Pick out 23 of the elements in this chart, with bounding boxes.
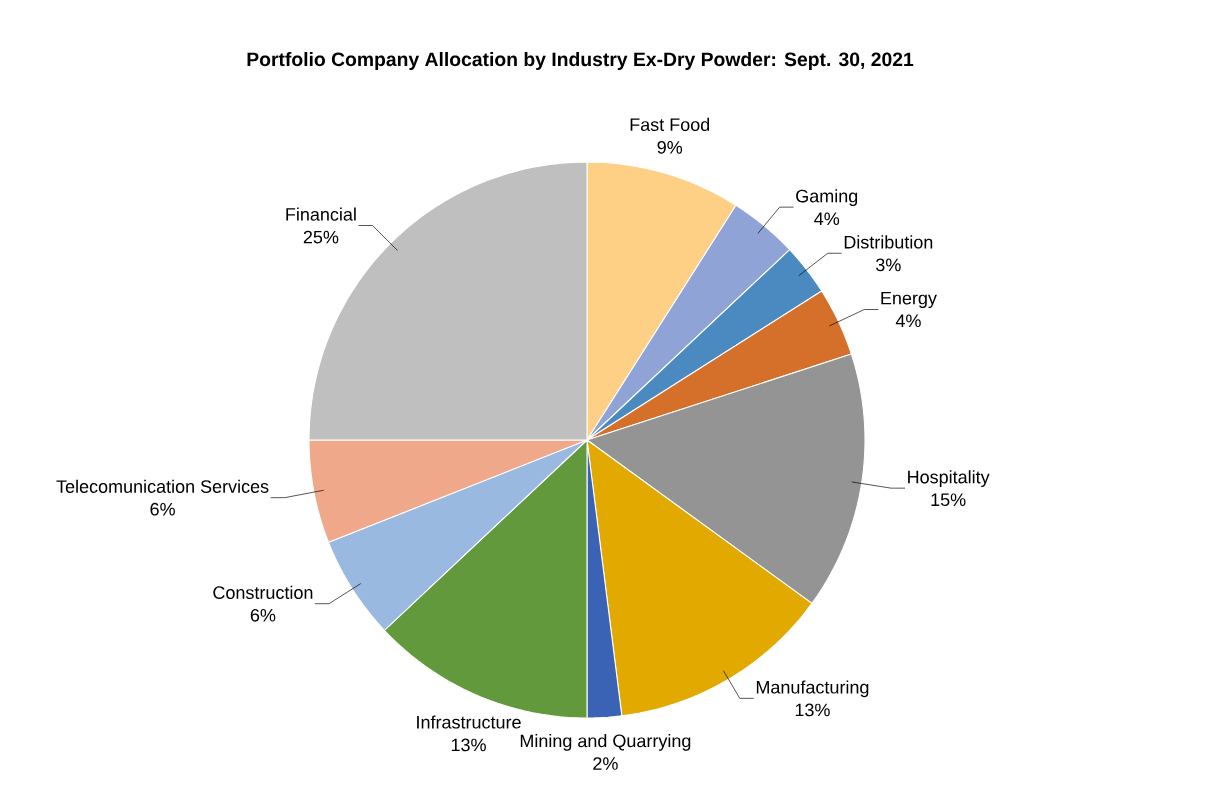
data-label: 13% (795, 703, 830, 717)
slice-label: Financial (286, 207, 356, 221)
slice-label: Mining and Quarrying (520, 734, 691, 751)
slice-label: Infrastructure (417, 715, 521, 729)
slice-label: Gaming (796, 189, 858, 207)
slice-label: Fast Food (630, 117, 710, 132)
data-label: 2% (593, 757, 618, 770)
chart-title: Portfolio Company Allocation by Industry Ex-Dry Powder: Sept. 30, 2021 (247, 51, 914, 71)
data-label: 9% (657, 140, 683, 154)
slice-label: Hospitality (908, 470, 990, 487)
slice-label: Distribution (844, 235, 933, 249)
data-label: 6% (250, 608, 276, 622)
slice-label: Manufacturing (756, 680, 869, 698)
data-label: 6% (150, 502, 175, 516)
slice-label: Telecomunication Services (56, 479, 269, 493)
data-label: 13% (451, 738, 486, 752)
data-label: 4% (895, 314, 921, 328)
data-label: 15% (931, 493, 966, 507)
data-label: 4% (814, 212, 840, 226)
slice-label: Energy (881, 291, 937, 309)
slice-label: Construction (213, 585, 313, 599)
data-label: 3% (876, 258, 901, 272)
data-label: 25% (303, 230, 339, 244)
